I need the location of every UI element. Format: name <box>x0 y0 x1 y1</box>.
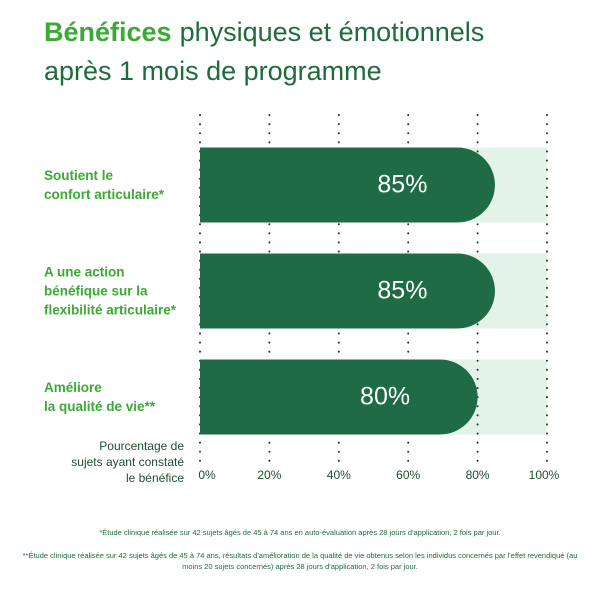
bar <box>200 253 495 329</box>
footnote: **Étude clinique réalisée sur 42 sujets … <box>22 551 578 571</box>
x-tick-label: 40% <box>327 468 351 482</box>
chart-title: Bénéfices physiques et émotionnels <box>44 17 484 47</box>
category-label: Soutient le confort articulaire* <box>44 168 165 202</box>
x-tick-label: 60% <box>396 468 420 482</box>
bar <box>200 359 478 435</box>
category-label: A une action bénéfique sur la flexibilit… <box>44 264 177 318</box>
title-highlight: Bénéfices <box>44 17 172 47</box>
x-tick-label: 0% <box>198 468 216 482</box>
x-axis-label: Pourcentage de sujets ayant constaté le … <box>71 439 184 485</box>
x-tick-label: 100% <box>529 468 560 482</box>
value-label: 85% <box>377 277 427 305</box>
bar <box>200 147 495 223</box>
title-line-1: physiques et émotionnels <box>180 17 485 47</box>
value-label: 80% <box>360 383 410 411</box>
value-label: 85% <box>377 171 427 199</box>
footnote: *Étude clinique réalisée sur 42 sujets â… <box>99 528 501 537</box>
category-label: Améliore la qualité de vie** <box>44 380 156 414</box>
x-tick-label: 20% <box>257 468 281 482</box>
title-line-2: après 1 mois de programme <box>44 56 382 86</box>
x-tick-label: 80% <box>466 468 490 482</box>
